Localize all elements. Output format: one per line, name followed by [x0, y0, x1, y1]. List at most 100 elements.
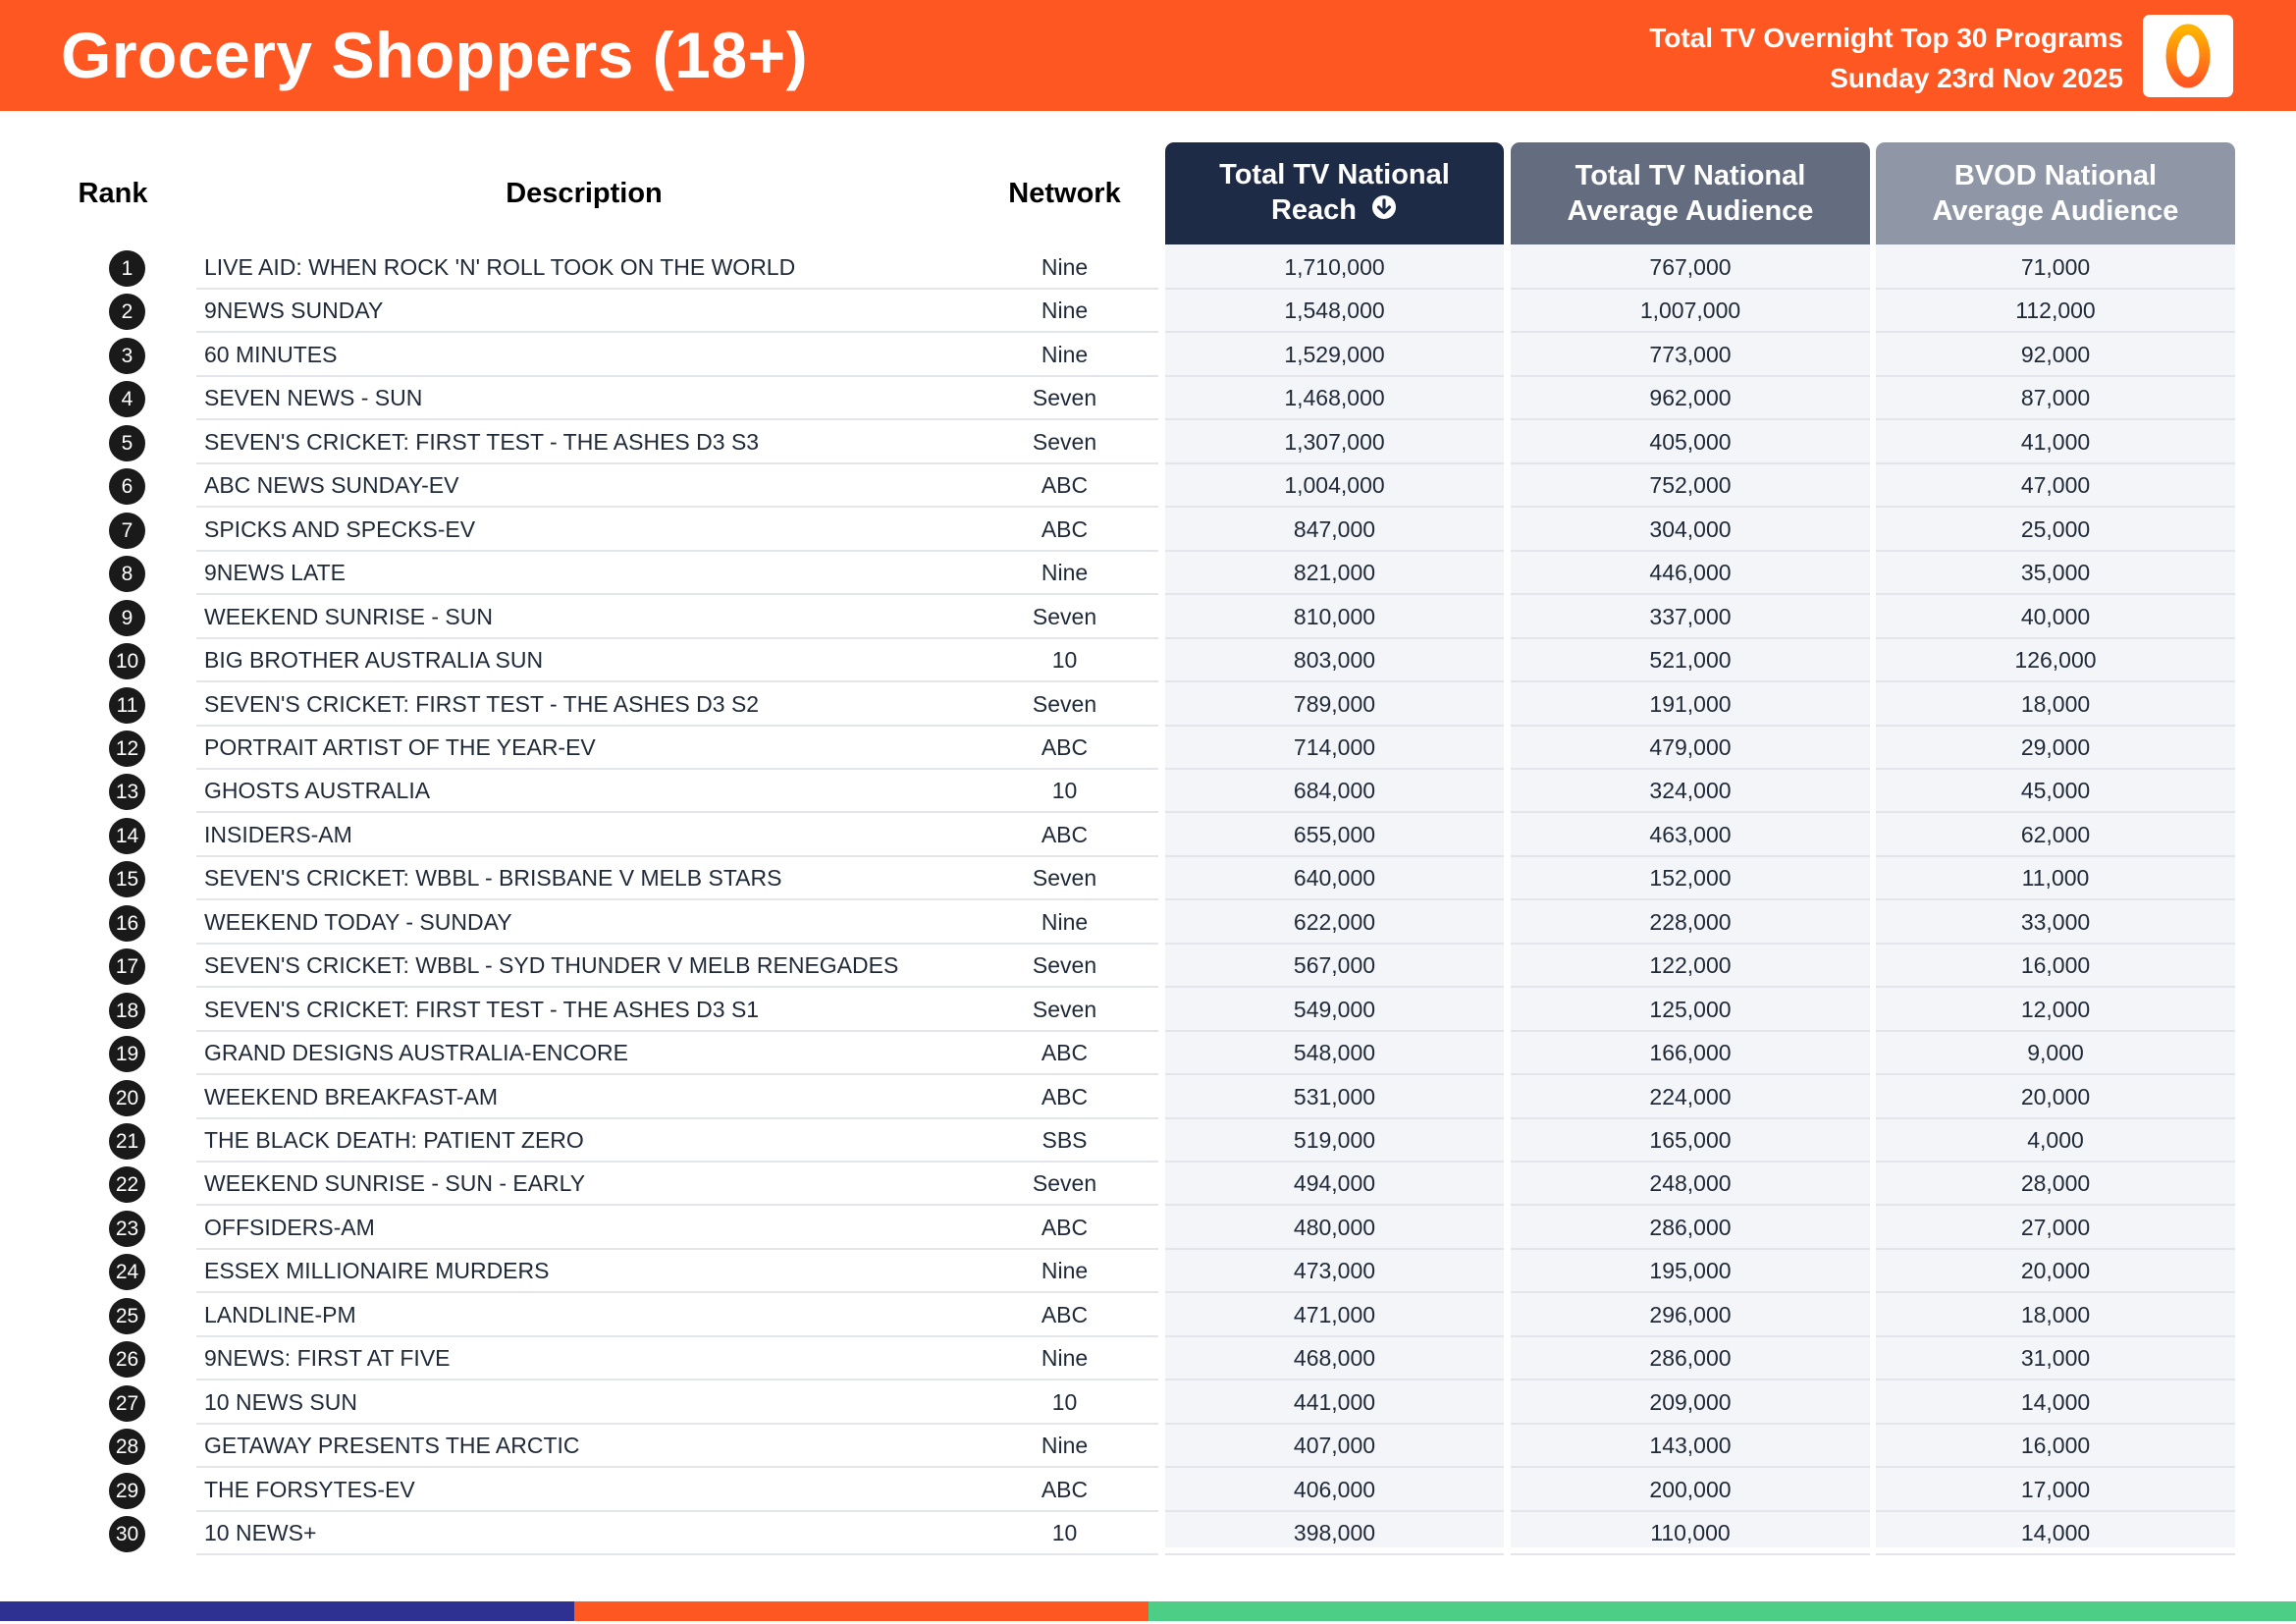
row-divider: [968, 461, 1158, 464]
bvod-audience-cell: 33,000: [2020, 908, 2091, 935]
row-divider: [1511, 331, 1870, 334]
table-row[interactable]: 4 SEVEN NEWS - SUN Seven 1,468,000 962,000 87…: [0, 377, 2296, 421]
table-row[interactable]: 21 THE BLACK DEATH: PATIENT ZERO SBS 519,00…: [0, 1119, 2296, 1163]
row-divider: [1165, 1247, 1504, 1250]
program-description: SPICKS AND SPECKS-EV: [204, 515, 476, 542]
program-description: PORTRAIT ARTIST OF THE YEAR-EV: [204, 733, 596, 760]
footer-stripe-green: [1148, 1601, 2296, 1621]
reach-cell: 398,000: [1293, 1520, 1376, 1546]
avg-audience-column-header[interactable]: Total TV National Average Audience: [1511, 142, 1870, 244]
table-row[interactable]: 10 BIG BROTHER AUSTRALIA SUN 10 803,000 521,…: [0, 639, 2296, 683]
network-cell: Nine: [1041, 1433, 1089, 1459]
program-description: INSIDERS-AM: [204, 821, 352, 847]
row-divider: [1876, 1161, 2235, 1163]
row-divider: [196, 1247, 968, 1250]
row-divider: [968, 1291, 1158, 1294]
row-divider: [1165, 1466, 1504, 1469]
row-divider: [1876, 593, 2235, 596]
row-divider: [968, 1379, 1158, 1381]
row-divider: [196, 461, 968, 464]
table-row[interactable]: 2 9NEWS SUNDAY Nine 1,548,000 1,007,000 112,0…: [0, 290, 2296, 334]
bvod-column-header[interactable]: BVOD National Average Audience: [1876, 142, 2235, 244]
reach-cell: 1,548,000: [1284, 298, 1385, 324]
row-divider: [1165, 1161, 1504, 1163]
program-description: OFFSIDERS-AM: [204, 1214, 375, 1240]
table-row[interactable]: 30 10 NEWS+ 10 398,000 110,000 14,000: [0, 1512, 2296, 1556]
table-row[interactable]: 5 SEVEN'S CRICKET: FIRST TEST - THE ASHES…: [0, 421, 2296, 464]
row-divider: [196, 288, 968, 290]
table-row[interactable]: 11 SEVEN'S CRICKET: FIRST TEST - THE ASHE…: [0, 683, 2296, 727]
bvod-audience-cell: 20,000: [2020, 1258, 2091, 1284]
rank-badge: 1: [109, 250, 145, 287]
row-divider: [1876, 288, 2235, 290]
reach-cell: 1,710,000: [1284, 254, 1385, 280]
table-row[interactable]: 7 SPICKS AND SPECKS-EV ABC 847,000 304,000 25…: [0, 509, 2296, 552]
row-divider: [1876, 898, 2235, 901]
reach-cell: 407,000: [1293, 1433, 1376, 1459]
table-row[interactable]: 8 9NEWS LATE Nine 821,000 446,000 35,000: [0, 552, 2296, 596]
row-divider: [196, 1334, 968, 1337]
avg-audience-cell: 405,000: [1649, 428, 1732, 455]
table-row[interactable]: 9 WEEKEND SUNRISE - SUN Seven 810,000 337,00…: [0, 596, 2296, 639]
row-divider: [196, 374, 968, 377]
row-divider: [1876, 1466, 2235, 1469]
avg-audience-cell: 286,000: [1649, 1345, 1732, 1372]
table-row[interactable]: 6 ABC NEWS SUNDAY-EV ABC 1,004,000 752,000 47…: [0, 464, 2296, 509]
table-row[interactable]: 3 60 MINUTES Nine 1,529,000 773,000 92,000: [0, 334, 2296, 377]
program-description: WEEKEND BREAKFAST-AM: [204, 1083, 499, 1110]
row-divider: [196, 1509, 968, 1512]
bvod-audience-cell: 17,000: [2020, 1476, 2091, 1502]
table-row[interactable]: 18 SEVEN'S CRICKET: FIRST TEST - THE ASHE…: [0, 989, 2296, 1032]
table-row[interactable]: 20 WEEKEND BREAKFAST-AM ABC 531,000 224,000 2…: [0, 1076, 2296, 1119]
table-row[interactable]: 15 SEVEN'S CRICKET: WBBL - BRISBANE V MEL…: [0, 857, 2296, 901]
avg-header-line2: Average Audience: [1567, 195, 1814, 227]
table-row[interactable]: 16 WEEKEND TODAY - SUNDAY Nine 622,000 228,0…: [0, 901, 2296, 945]
reach-cell: 821,000: [1293, 560, 1376, 586]
rank-column-header: Rank: [78, 178, 148, 209]
table-row[interactable]: 22 WEEKEND SUNRISE - SUN - EARLY Seven 494,…: [0, 1163, 2296, 1207]
table-row[interactable]: 28 GETAWAY PRESENTS THE ARCTIC Nine 407,000…: [0, 1425, 2296, 1469]
row-divider: [968, 1116, 1158, 1119]
table-row[interactable]: 19 GRAND DESIGNS AUSTRALIA-ENCORE ABC 548,0…: [0, 1032, 2296, 1076]
reach-column-header[interactable]: Total TV National Reach: [1165, 142, 1504, 244]
row-divider: [1876, 854, 2235, 857]
table-row[interactable]: 17 SEVEN'S CRICKET: WBBL - SYD THUNDER V …: [0, 945, 2296, 989]
table-row[interactable]: 1 LIVE AID: WHEN ROCK 'N' ROLL TOOK ON TH…: [0, 246, 2296, 290]
table-row[interactable]: 13 GHOSTS AUSTRALIA 10 684,000 324,000 45,000: [0, 770, 2296, 814]
rank-badge: 24: [109, 1254, 145, 1291]
sort-descending-icon[interactable]: [1370, 193, 1398, 230]
row-divider: [1876, 1334, 2235, 1337]
reach-cell: 655,000: [1293, 821, 1376, 847]
row-divider: [1511, 1116, 1870, 1119]
network-cell: SBS: [1041, 1127, 1088, 1153]
table-row[interactable]: 27 10 NEWS SUN 10 441,000 209,000 14,000: [0, 1381, 2296, 1425]
table-row[interactable]: 25 LANDLINE-PM ABC 471,000 296,000 18,000: [0, 1294, 2296, 1337]
reach-cell: 810,000: [1293, 603, 1376, 629]
reach-cell: 684,000: [1293, 778, 1376, 804]
row-divider: [196, 680, 968, 683]
table-row[interactable]: 14 INSIDERS-AM ABC 655,000 463,000 62,000: [0, 814, 2296, 857]
reach-cell: 406,000: [1293, 1476, 1376, 1502]
bvod-header-line2: Average Audience: [1932, 195, 2179, 227]
page-title: Grocery Shoppers (18+): [61, 19, 809, 91]
row-divider: [1165, 811, 1504, 814]
avg-audience-cell: 209,000: [1649, 1388, 1732, 1415]
row-divider: [1165, 593, 1504, 596]
row-divider: [1876, 986, 2235, 989]
row-divider: [968, 1073, 1158, 1076]
program-description: ABC NEWS SUNDAY-EV: [204, 472, 459, 499]
table-row[interactable]: 12 PORTRAIT ARTIST OF THE YEAR-EV ABC 714,0…: [0, 727, 2296, 770]
rank-badge: 3: [109, 337, 145, 374]
bvod-audience-cell: 112,000: [2015, 298, 2096, 324]
row-divider: [968, 1422, 1158, 1425]
network-cell: ABC: [1041, 1040, 1089, 1066]
table-row[interactable]: 24 ESSEX MILLIONAIRE MURDERS Nine 473,000 19…: [0, 1250, 2296, 1294]
row-divider: [196, 506, 968, 509]
table-row[interactable]: 26 9NEWS: FIRST AT FIVE Nine 468,000 286,000…: [0, 1337, 2296, 1381]
row-divider: [196, 1029, 968, 1032]
bvod-audience-cell: 29,000: [2020, 733, 2091, 760]
table-row[interactable]: 23 OFFSIDERS-AM ABC 480,000 286,000 27,000: [0, 1207, 2296, 1250]
row-divider: [196, 854, 968, 857]
reach-cell: 441,000: [1293, 1388, 1376, 1415]
table-row[interactable]: 29 THE FORSYTES-EV ABC 406,000 200,000 17,000: [0, 1469, 2296, 1512]
